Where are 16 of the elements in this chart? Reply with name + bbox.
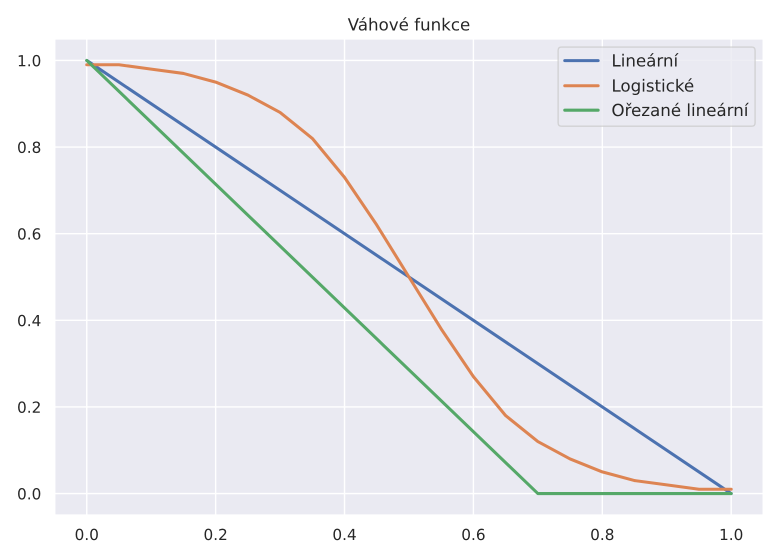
legend-label: Lineární — [613, 53, 679, 67]
legend-label: Logistické — [613, 78, 694, 96]
y-tick-label: 0.2 — [18, 401, 40, 413]
x-tick-label: 1.0 — [720, 528, 742, 540]
chart-title: Váhové funkce — [348, 17, 470, 31]
y-tick-label: 1.0 — [18, 54, 40, 66]
y-tick-label: 0.0 — [18, 488, 40, 500]
x-tick-label: 0.2 — [204, 528, 226, 540]
x-tick-label: 0.8 — [591, 528, 614, 540]
x-tick-label: 0.4 — [333, 528, 356, 540]
y-tick-label: 0.4 — [18, 314, 40, 326]
y-tick-label: 0.6 — [18, 228, 40, 240]
x-tick-label: 0.6 — [462, 528, 485, 540]
legend-label: Ořezané lineární — [612, 102, 749, 116]
y-tick-label: 0.8 — [18, 142, 40, 154]
x-tick-label: 0.0 — [76, 528, 98, 540]
